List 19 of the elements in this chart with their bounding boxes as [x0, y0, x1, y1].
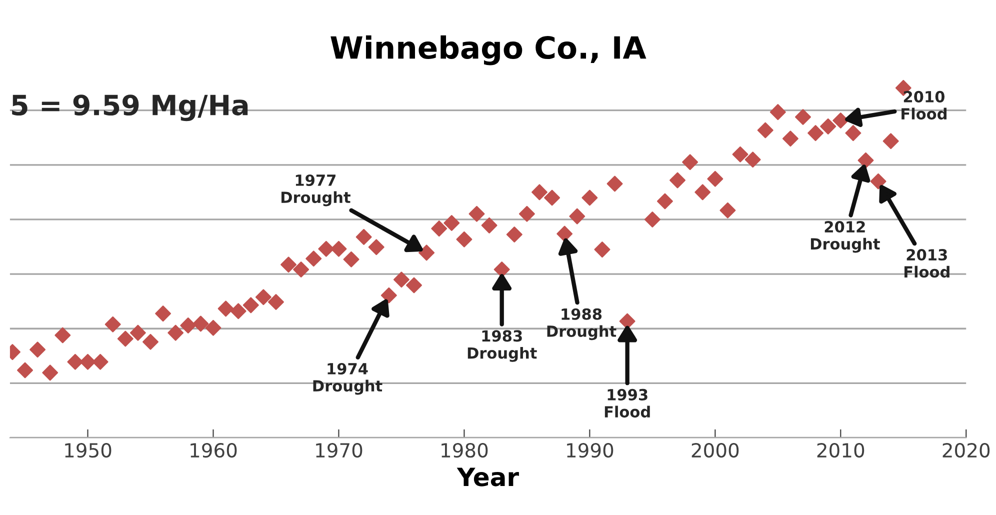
x-tick-label: 1990: [567, 442, 614, 458]
x-tick-label: 1970: [316, 442, 362, 458]
x-tick-label: 2000: [692, 442, 739, 458]
x-tick-label: 1950: [65, 442, 112, 458]
annotation: 1977 Drought: [281, 174, 350, 206]
annotation: 2013 Flood: [904, 248, 950, 278]
x-tick-label: 2010: [817, 442, 864, 458]
annotation: 2010 Flood: [902, 90, 946, 120]
annotation: 1988 Drought: [547, 308, 616, 340]
x-axis-title: Year: [456, 468, 519, 486]
x-tick-label: 2020: [942, 442, 990, 458]
annotation: 1993 Flood: [604, 388, 650, 418]
x-tick-label: 1960: [190, 442, 237, 458]
annotation: 2012 Drought: [810, 221, 880, 253]
annotation: 1974 Drought: [313, 362, 382, 395]
annotation: 5 = 9.59 Mg/Ha: [12, 94, 248, 122]
annotation: 1983 Drought: [468, 330, 537, 362]
chart-title: Winnebago Co., IA: [330, 35, 646, 66]
x-tick-label: 1980: [442, 442, 488, 458]
